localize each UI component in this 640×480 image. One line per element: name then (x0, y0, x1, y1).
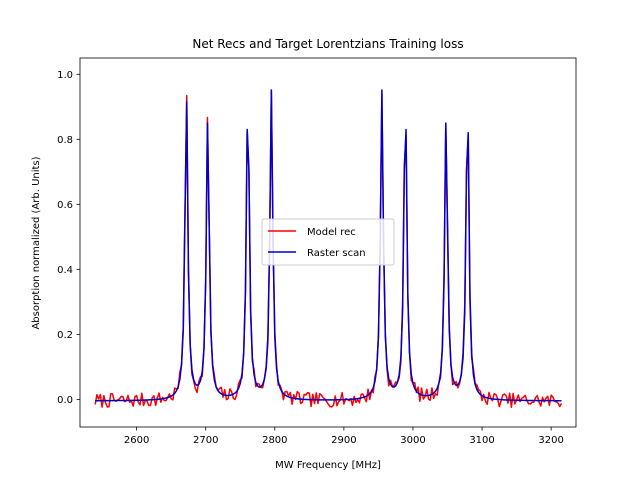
y-axis-label: Absorption normalized (Arb. Units) (31, 156, 42, 329)
x-tick-label: 2900 (331, 435, 356, 446)
x-tick-label: 2600 (124, 435, 149, 446)
x-tick-label: 2800 (262, 435, 287, 446)
legend: Model rec Raster scan (261, 218, 395, 266)
y-axis: 0.0 0.2 0.4 0.6 0.8 1.0 (57, 70, 80, 406)
plot-frame (79, 57, 577, 428)
chart-title: Net Recs and Target Lorentzians Training… (192, 37, 463, 51)
y-tick-label: 0.4 (57, 265, 73, 276)
x-tick-label: 3200 (538, 435, 563, 446)
x-tick-label: 3100 (469, 435, 494, 446)
x-axis: 2600 2700 2800 2900 3000 3100 3200 (124, 427, 564, 446)
legend-label-model-rec: Model rec (307, 227, 356, 238)
series-line-raster-scan (95, 89, 562, 402)
y-tick-label: 0.2 (57, 330, 73, 341)
y-tick-label: 0.8 (57, 135, 73, 146)
x-tick-label: 3000 (400, 435, 425, 446)
legend-label-raster-scan: Raster scan (307, 248, 366, 259)
y-tick-label: 1.0 (57, 70, 73, 81)
y-tick-label: 0.6 (57, 200, 73, 211)
x-tick-label: 2700 (193, 435, 218, 446)
y-tick-label: 0.0 (57, 395, 73, 406)
x-axis-label: MW Frequency [MHz] (275, 460, 381, 471)
series-line-model-rec (94, 89, 563, 409)
